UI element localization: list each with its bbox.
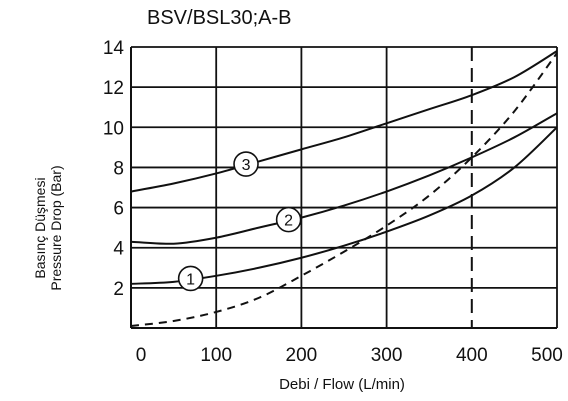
y-tick-14: 14 [103, 38, 125, 59]
y-axis-label-line-2: Pressure Drop (Bar) [48, 165, 64, 290]
x-tick-400: 400 [456, 345, 488, 366]
x-axis-label: Debi / Flow (L/min) [279, 376, 405, 393]
dashed-curve [130, 52, 558, 327]
chart-title: BSV/BSL30;A-B [147, 7, 292, 29]
marker-2: 2 [275, 206, 302, 233]
x-tick-200: 200 [286, 345, 318, 366]
grid-lines [131, 46, 557, 328]
marker-label-3: 3 [242, 157, 251, 174]
x-tick-300: 300 [371, 345, 403, 366]
marker-label-1: 1 [186, 271, 195, 288]
y-tick-10: 10 [103, 118, 124, 139]
marker-label-2: 2 [284, 213, 293, 230]
y-tick-4: 4 [113, 239, 124, 260]
x-tick-100: 100 [200, 345, 232, 366]
curve-3 [130, 50, 558, 193]
y-tick-12: 12 [103, 78, 124, 99]
y-axis-label: Basınç Düşmesi Pressure Drop (Bar) [32, 165, 64, 290]
curve-1 [130, 126, 558, 285]
y-tick-8: 8 [113, 158, 124, 179]
marker-circle-1 [177, 265, 204, 292]
marker-circle-2 [275, 206, 302, 233]
series-lines [130, 50, 558, 327]
curve-2 [130, 112, 558, 245]
y-axis-label-line-1: Basınç Düşmesi [32, 177, 48, 278]
marker-1: 1 [177, 265, 204, 292]
x-tick-0: 0 [136, 345, 147, 366]
y-tick-6: 6 [113, 199, 124, 220]
curve-markers: 1 2 3 [177, 151, 302, 292]
marker-circle-3 [233, 151, 259, 177]
y-tick-2: 2 [113, 279, 124, 300]
x-tick-500: 500 [531, 345, 563, 366]
marker-3: 3 [233, 151, 259, 177]
axes [130, 47, 558, 329]
